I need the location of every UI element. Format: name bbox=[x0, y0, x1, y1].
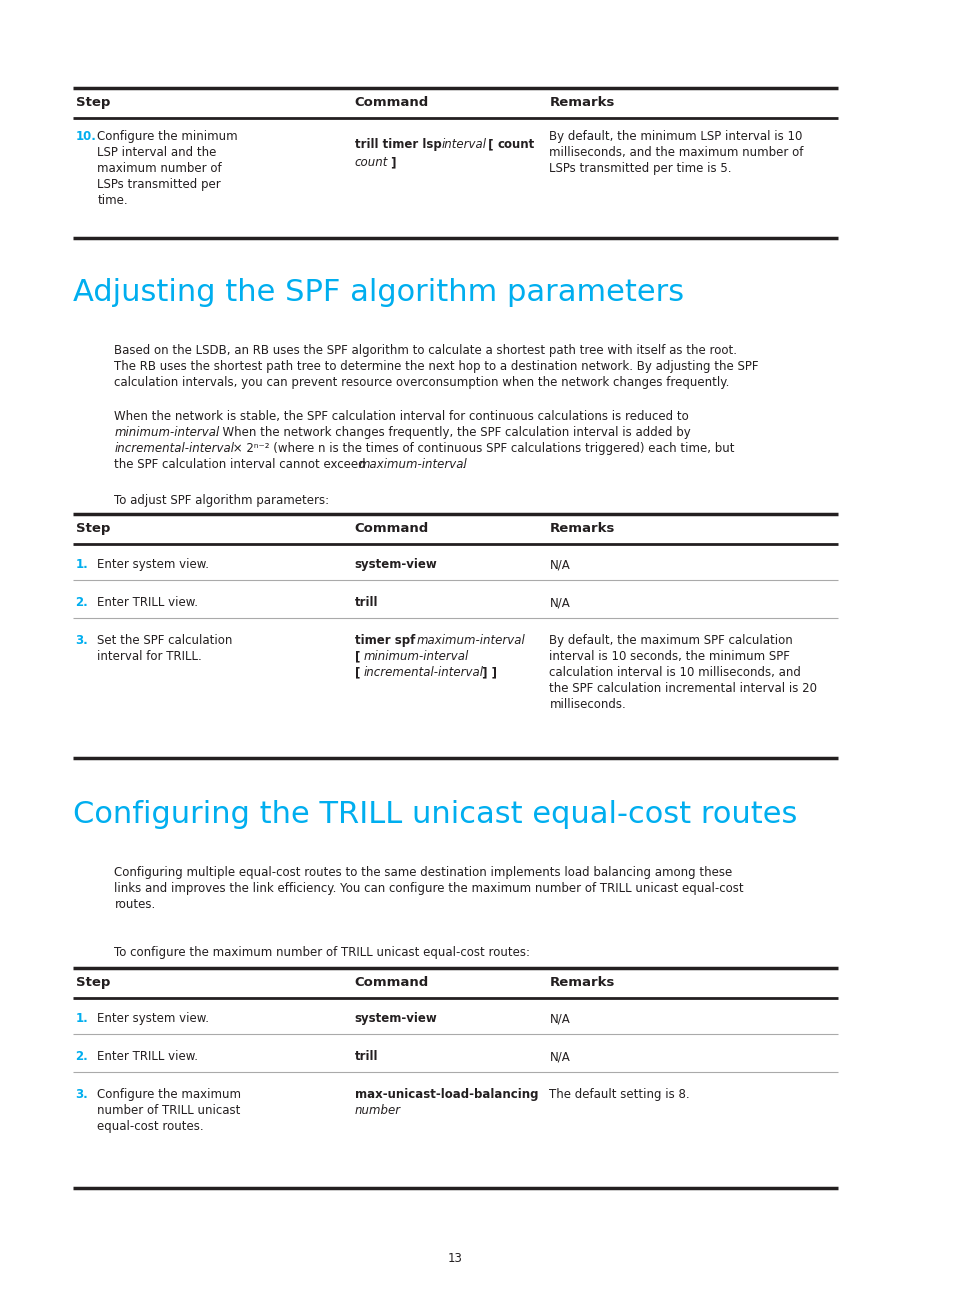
Text: interval: interval bbox=[440, 137, 486, 152]
Text: Command: Command bbox=[355, 96, 429, 109]
Text: trill: trill bbox=[355, 596, 378, 609]
Text: Based on the LSDB, an RB uses the SPF algorithm to calculate a shortest path tre: Based on the LSDB, an RB uses the SPF al… bbox=[114, 343, 737, 356]
Text: links and improves the link efficiency. You can configure the maximum number of : links and improves the link efficiency. … bbox=[114, 883, 743, 896]
Text: system-view: system-view bbox=[355, 559, 437, 572]
Text: calculation interval is 10 milliseconds, and: calculation interval is 10 milliseconds,… bbox=[549, 666, 801, 679]
Text: count: count bbox=[497, 137, 534, 152]
Text: Enter system view.: Enter system view. bbox=[97, 1012, 209, 1025]
Text: LSP interval and the: LSP interval and the bbox=[97, 146, 216, 159]
Text: × 2ⁿ⁻² (where n is the times of continuous SPF calculations triggered) each time: × 2ⁿ⁻² (where n is the times of continuo… bbox=[229, 442, 734, 455]
Text: Configure the maximum: Configure the maximum bbox=[97, 1089, 241, 1102]
Text: 1.: 1. bbox=[75, 1012, 88, 1025]
Text: max-unicast-load-balancing: max-unicast-load-balancing bbox=[355, 1089, 537, 1102]
Text: routes.: routes. bbox=[114, 898, 155, 911]
Text: Remarks: Remarks bbox=[549, 96, 615, 109]
Text: Configuring multiple equal-cost routes to the same destination implements load b: Configuring multiple equal-cost routes t… bbox=[114, 866, 732, 879]
Text: 2.: 2. bbox=[75, 1050, 88, 1063]
Text: When the network is stable, the SPF calculation interval for continuous calculat: When the network is stable, the SPF calc… bbox=[114, 410, 688, 422]
Text: incremental-interval: incremental-interval bbox=[363, 666, 483, 679]
Text: Adjusting the SPF algorithm parameters: Adjusting the SPF algorithm parameters bbox=[72, 279, 683, 307]
Text: Command: Command bbox=[355, 976, 429, 989]
Text: system-view: system-view bbox=[355, 1012, 437, 1025]
Text: number of TRILL unicast: number of TRILL unicast bbox=[97, 1104, 240, 1117]
Text: To configure the maximum number of TRILL unicast equal-cost routes:: To configure the maximum number of TRILL… bbox=[114, 946, 530, 959]
Text: Configuring the TRILL unicast equal-cost routes: Configuring the TRILL unicast equal-cost… bbox=[72, 800, 796, 829]
Text: equal-cost routes.: equal-cost routes. bbox=[97, 1120, 204, 1133]
Text: minimum-interval: minimum-interval bbox=[363, 651, 469, 664]
Text: Step: Step bbox=[76, 96, 111, 109]
Text: LSPs transmitted per time is 5.: LSPs transmitted per time is 5. bbox=[549, 162, 731, 175]
Text: 13: 13 bbox=[447, 1252, 462, 1265]
Text: 2.: 2. bbox=[75, 596, 88, 609]
Text: interval is 10 seconds, the minimum SPF: interval is 10 seconds, the minimum SPF bbox=[549, 651, 789, 664]
Text: time.: time. bbox=[97, 194, 128, 207]
Text: ] ]: ] ] bbox=[477, 666, 497, 679]
Text: [: [ bbox=[355, 666, 364, 679]
Text: Set the SPF calculation: Set the SPF calculation bbox=[97, 634, 233, 647]
Text: By default, the maximum SPF calculation: By default, the maximum SPF calculation bbox=[549, 634, 792, 647]
Text: To adjust SPF algorithm parameters:: To adjust SPF algorithm parameters: bbox=[114, 494, 329, 507]
Text: trill: trill bbox=[355, 1050, 378, 1063]
Text: The default setting is 8.: The default setting is 8. bbox=[549, 1089, 689, 1102]
Text: timer spf: timer spf bbox=[355, 634, 419, 647]
Text: .: . bbox=[461, 457, 465, 470]
Text: Step: Step bbox=[76, 522, 111, 535]
Text: 3.: 3. bbox=[75, 1089, 88, 1102]
Text: count: count bbox=[355, 156, 388, 168]
Text: incremental-interval: incremental-interval bbox=[114, 442, 234, 455]
Text: Enter TRILL view.: Enter TRILL view. bbox=[97, 596, 198, 609]
Text: ]: ] bbox=[386, 156, 395, 168]
Text: N/A: N/A bbox=[549, 559, 570, 572]
Text: trill timer lsp: trill timer lsp bbox=[355, 137, 441, 152]
Text: the SPF calculation incremental interval is 20: the SPF calculation incremental interval… bbox=[549, 682, 817, 695]
Text: 10.: 10. bbox=[75, 130, 96, 143]
Text: N/A: N/A bbox=[549, 596, 570, 609]
Text: The RB uses the shortest path tree to determine the next hop to a destination ne: The RB uses the shortest path tree to de… bbox=[114, 360, 759, 373]
Text: By default, the minimum LSP interval is 10: By default, the minimum LSP interval is … bbox=[549, 130, 802, 143]
Text: Remarks: Remarks bbox=[549, 522, 615, 535]
Text: number: number bbox=[355, 1104, 400, 1117]
Text: Command: Command bbox=[355, 522, 429, 535]
Text: N/A: N/A bbox=[549, 1012, 570, 1025]
Text: 3.: 3. bbox=[75, 634, 88, 647]
Text: [: [ bbox=[355, 651, 364, 664]
Text: Configure the minimum: Configure the minimum bbox=[97, 130, 237, 143]
Text: milliseconds, and the maximum number of: milliseconds, and the maximum number of bbox=[549, 146, 803, 159]
Text: minimum-interval: minimum-interval bbox=[114, 426, 219, 439]
Text: maximum number of: maximum number of bbox=[97, 162, 222, 175]
Text: Enter TRILL view.: Enter TRILL view. bbox=[97, 1050, 198, 1063]
Text: LSPs transmitted per: LSPs transmitted per bbox=[97, 178, 221, 191]
Text: . When the network changes frequently, the SPF calculation interval is added by: . When the network changes frequently, t… bbox=[214, 426, 690, 439]
Text: maximum-interval: maximum-interval bbox=[416, 634, 524, 647]
Text: N/A: N/A bbox=[549, 1050, 570, 1063]
Text: interval for TRILL.: interval for TRILL. bbox=[97, 651, 202, 664]
Text: [: [ bbox=[483, 137, 497, 152]
Text: Remarks: Remarks bbox=[549, 976, 615, 989]
Text: calculation intervals, you can prevent resource overconsumption when the network: calculation intervals, you can prevent r… bbox=[114, 376, 729, 389]
Text: 1.: 1. bbox=[75, 559, 88, 572]
Text: maximum-interval: maximum-interval bbox=[357, 457, 466, 470]
Text: the SPF calculation interval cannot exceed: the SPF calculation interval cannot exce… bbox=[114, 457, 370, 470]
Text: Step: Step bbox=[76, 976, 111, 989]
Text: Enter system view.: Enter system view. bbox=[97, 559, 209, 572]
Text: milliseconds.: milliseconds. bbox=[549, 699, 625, 712]
